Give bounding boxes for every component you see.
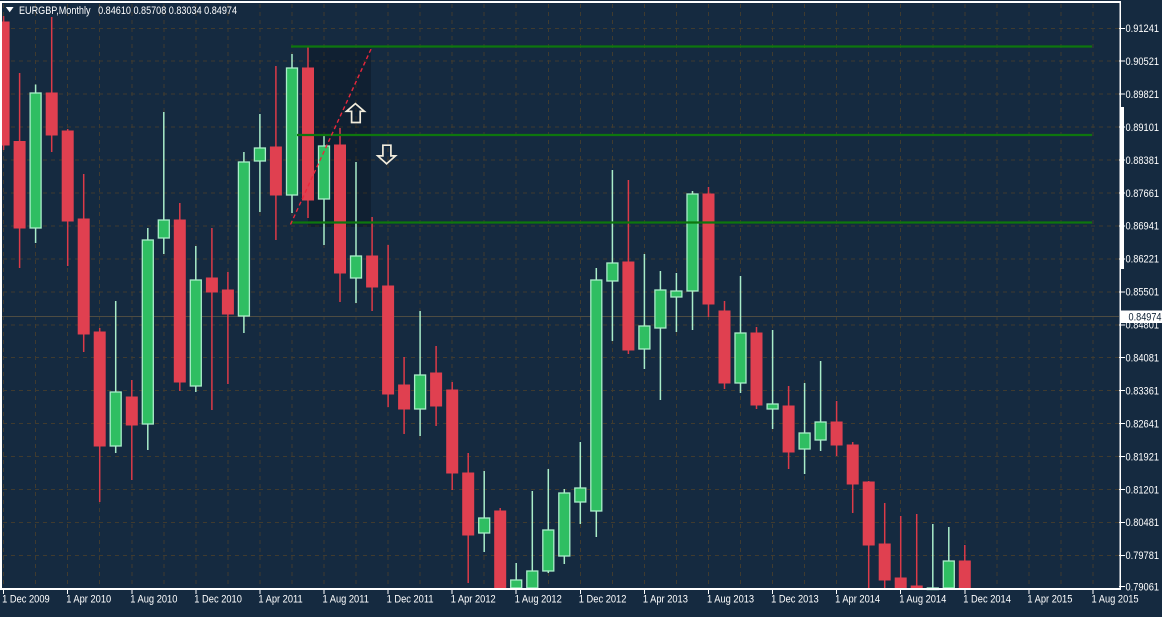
svg-text:EURGBP,Monthly 0.84610 0.857: EURGBP,Monthly 0.84610 0.85708 0.83034 0… xyxy=(19,5,237,17)
svg-text:1 Dec 2010: 1 Dec 2010 xyxy=(194,594,242,606)
svg-text:1 Apr 2012: 1 Apr 2012 xyxy=(451,594,496,606)
svg-text:1 Aug 2015: 1 Aug 2015 xyxy=(1092,594,1139,606)
svg-text:1 Dec 2011: 1 Dec 2011 xyxy=(387,594,434,606)
svg-text:1 Apr 2014: 1 Apr 2014 xyxy=(835,594,880,606)
svg-text:0.87661: 0.87661 xyxy=(1126,188,1160,200)
svg-text:1 Aug 2010: 1 Aug 2010 xyxy=(130,594,177,606)
svg-text:0.89821: 0.89821 xyxy=(1126,89,1160,101)
svg-text:0.84081: 0.84081 xyxy=(1126,353,1160,365)
svg-text:0.84974: 0.84974 xyxy=(1129,311,1162,323)
svg-text:0.82641: 0.82641 xyxy=(1126,418,1160,430)
svg-text:1 Aug 2014: 1 Aug 2014 xyxy=(899,594,946,606)
svg-text:0.86221: 0.86221 xyxy=(1126,254,1160,266)
svg-text:0.89101: 0.89101 xyxy=(1126,122,1160,134)
svg-text:1 Aug 2011: 1 Aug 2011 xyxy=(323,594,369,606)
svg-text:1 Aug 2013: 1 Aug 2013 xyxy=(707,594,754,606)
svg-text:1 Apr 2015: 1 Apr 2015 xyxy=(1027,594,1072,606)
svg-text:1 Aug 2012: 1 Aug 2012 xyxy=(515,594,562,606)
svg-text:0.88381: 0.88381 xyxy=(1126,155,1160,167)
svg-text:0.90521: 0.90521 xyxy=(1126,56,1160,68)
svg-text:0.81921: 0.81921 xyxy=(1126,451,1160,463)
svg-text:1 Apr 2011: 1 Apr 2011 xyxy=(258,594,302,606)
svg-text:0.79061: 0.79061 xyxy=(1126,581,1160,593)
svg-text:0.81201: 0.81201 xyxy=(1126,484,1160,496)
svg-text:1 Dec 2012: 1 Dec 2012 xyxy=(579,594,627,606)
svg-text:0.86941: 0.86941 xyxy=(1126,221,1160,233)
svg-text:0.80481: 0.80481 xyxy=(1126,517,1160,529)
svg-text:1 Apr 2010: 1 Apr 2010 xyxy=(66,594,111,606)
svg-text:1 Dec 2009: 1 Dec 2009 xyxy=(2,594,50,606)
svg-text:0.85501: 0.85501 xyxy=(1126,287,1160,299)
svg-text:1 Dec 2014: 1 Dec 2014 xyxy=(963,594,1011,606)
svg-text:0.91241: 0.91241 xyxy=(1126,23,1160,35)
svg-text:0.83361: 0.83361 xyxy=(1126,385,1160,397)
svg-text:1 Apr 2013: 1 Apr 2013 xyxy=(643,594,688,606)
svg-text:0.79781: 0.79781 xyxy=(1126,550,1160,562)
svg-text:1 Dec 2013: 1 Dec 2013 xyxy=(771,594,819,606)
